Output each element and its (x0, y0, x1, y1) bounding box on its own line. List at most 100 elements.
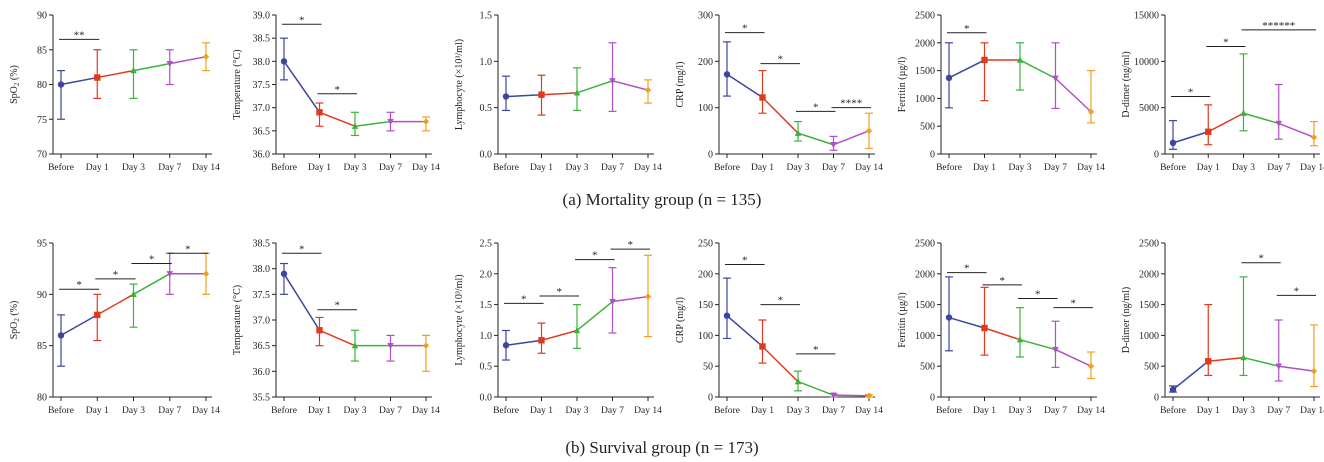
series-segment-2 (354, 120, 391, 127)
x-tick-label: Day 3 (344, 406, 367, 416)
y-tick-label: 36.5 (253, 126, 271, 137)
y-tick-label: 2.5 (480, 239, 493, 250)
x-tick-label: Day 1 (308, 406, 331, 416)
x-tick-label: Day 7 (1267, 406, 1290, 416)
data-point-4 (1310, 134, 1318, 141)
y-tick-label: 0.5 (480, 362, 493, 373)
data-point-4 (1087, 108, 1095, 115)
y-tick-label: 0 (930, 393, 935, 404)
series-segment-0 (60, 76, 98, 86)
significance-label-0: * (521, 293, 527, 305)
series-segment-2 (1019, 59, 1056, 80)
x-tick-label: Before (271, 405, 297, 416)
significance-label-0: * (299, 14, 305, 26)
data-point-3 (609, 78, 616, 85)
x-tick-label: Day 1 (1197, 406, 1220, 416)
significance-label-3: **** (840, 98, 862, 110)
y-tick-label: 0 (708, 393, 713, 404)
series-segment-2 (1019, 338, 1056, 351)
y-tick-label: 0.0 (480, 150, 493, 161)
x-tick-label: Day 7 (1267, 163, 1290, 173)
y-tick-label: 300 (698, 11, 713, 22)
y-tick-label: 250 (698, 239, 713, 250)
series-segment-2 (797, 132, 834, 146)
significance-label-0: * (1258, 253, 1264, 265)
y-tick-label: 35.5 (253, 393, 271, 404)
x-tick-label: Day 3 (122, 406, 145, 416)
y-tick-label: 75 (37, 115, 47, 126)
data-point-1 (316, 109, 323, 116)
x-tick-label: Day 14 (1300, 163, 1324, 173)
y-tick-label: 70 (37, 150, 47, 161)
series-segment-2 (133, 62, 170, 72)
x-tick-label: Day 7 (379, 406, 402, 416)
x-tick-label: Day 7 (601, 163, 624, 173)
y-tick-label: 1000 (915, 94, 935, 105)
x-tick-label: Day 7 (379, 163, 402, 173)
x-tick-label: Day 3 (566, 406, 589, 416)
data-point-1 (981, 324, 988, 332)
series-segment-3 (833, 394, 870, 397)
significance-label-0: ** (74, 29, 85, 41)
y-tick-label: 1.5 (480, 11, 493, 22)
data-point-0 (723, 71, 731, 78)
y-tick-label: 15000 (1134, 11, 1159, 22)
y-tick-label: 150 (698, 300, 713, 311)
y-tick-label: 1500 (1139, 300, 1159, 311)
series-segment-3 (1055, 348, 1092, 367)
x-tick-label: Day 3 (122, 163, 145, 173)
data-point-3 (1275, 363, 1282, 370)
chart-panel-b5: 0 500 1000 1500 2000 2500 Before Day 1 Day 3 Day … (897, 239, 1105, 417)
y-tick-label: 2000 (1139, 269, 1159, 280)
x-tick-label: Day 1 (530, 406, 553, 416)
x-tick-label: Before (48, 405, 74, 416)
data-point-0 (1169, 139, 1177, 147)
y-tick-label: 39.0 (253, 11, 271, 22)
x-tick-label: Before (714, 405, 740, 416)
data-point-1 (1205, 358, 1212, 365)
series-segment-0 (948, 59, 985, 79)
series-segment-3 (612, 295, 649, 303)
significance-label-1: * (1294, 285, 1300, 297)
series-segment-1 (1207, 112, 1244, 133)
y-tick-label: 1000 (1139, 331, 1159, 342)
y-tick-label: 1.0 (480, 57, 493, 68)
series-segment-2 (797, 380, 834, 396)
y-axis-label: CRP (mg/l) (675, 297, 686, 343)
y-tick-label: 10000 (1134, 57, 1159, 68)
data-point-3 (830, 392, 837, 399)
significance-label-2: * (1035, 288, 1041, 300)
x-tick-label: Day 14 (634, 163, 662, 173)
significance-label-2: * (149, 254, 155, 266)
series-segment-1 (761, 345, 799, 383)
y-tick-label: 100 (698, 331, 713, 342)
data-point-3 (609, 298, 616, 306)
significance-label-0: * (1188, 87, 1194, 99)
x-tick-label: Day 3 (1009, 163, 1032, 173)
y-tick-label: 90 (37, 290, 47, 301)
y-tick-label: 2500 (915, 239, 935, 250)
x-tick-label: Day 1 (973, 406, 996, 416)
significance-label-1: * (778, 54, 784, 66)
significance-label-1: * (1223, 37, 1229, 49)
y-tick-label: 1000 (915, 331, 935, 342)
x-tick-label: Day 1 (973, 163, 996, 173)
significance-label-0: * (742, 255, 748, 267)
y-tick-label: 2000 (915, 269, 935, 280)
caption-mortality-group: (a) Mortality group (n = 135) (562, 190, 762, 209)
series-segment-1 (319, 329, 356, 347)
y-tick-label: 5000 (1139, 103, 1159, 114)
data-point-0 (1169, 386, 1177, 393)
x-tick-label: Before (936, 162, 962, 173)
data-point-2 (351, 341, 359, 349)
x-tick-label: Day 1 (751, 406, 774, 416)
y-axis-label: CRP (mg/l) (675, 61, 686, 107)
x-tick-label: Day 1 (530, 163, 553, 173)
significance-label-1: * (778, 295, 784, 307)
y-axis-label: Lymphocyte (×10³/ml) (454, 274, 465, 365)
y-tick-label: 0.0 (480, 393, 493, 404)
data-point-0 (502, 342, 510, 349)
data-point-1 (759, 94, 766, 101)
series-segment-0 (726, 315, 763, 348)
